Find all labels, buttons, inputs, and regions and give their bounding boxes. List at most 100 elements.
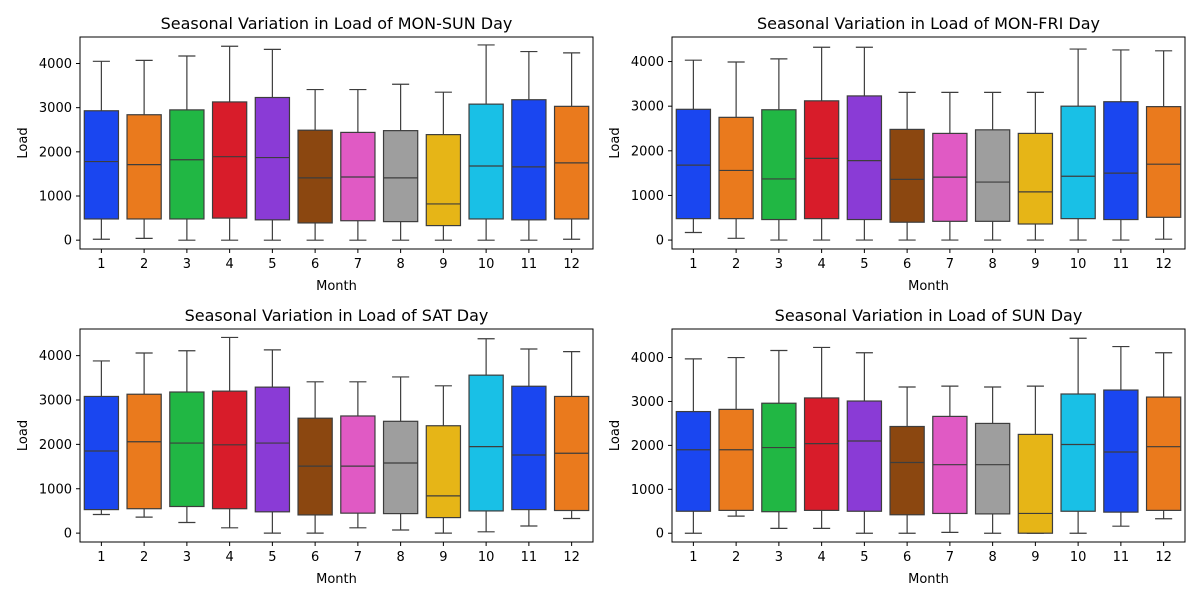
y-tick-label: 2000 xyxy=(39,145,72,160)
box-month xyxy=(425,425,462,519)
box-month xyxy=(468,103,504,220)
chart-panel: Seasonal Variation in Load of MON-FRI Da… xyxy=(608,14,1186,294)
x-axis-label: Month xyxy=(316,279,357,294)
x-tick-label: 9 xyxy=(439,550,447,565)
box-month xyxy=(803,397,840,511)
x-tick-label: 10 xyxy=(478,550,495,565)
box-month xyxy=(1017,433,1054,534)
box-month xyxy=(211,390,248,510)
box-month xyxy=(718,408,754,511)
x-tick-label: 5 xyxy=(860,550,868,565)
chart-panel: Seasonal Variation in Load of MON-SUN Da… xyxy=(16,14,594,294)
box-month xyxy=(254,386,291,513)
plot-frame xyxy=(671,36,1186,250)
y-tick-label: 4000 xyxy=(39,57,72,72)
box-month xyxy=(382,130,419,223)
box-month xyxy=(803,100,840,220)
x-tick-label: 1 xyxy=(97,550,105,565)
box-month xyxy=(889,425,925,516)
plot-frame xyxy=(79,328,594,543)
box-month xyxy=(718,116,754,220)
box-month xyxy=(425,134,462,227)
box-month xyxy=(974,129,1011,222)
x-tick-label: 7 xyxy=(946,550,954,565)
y-tick-label: 3000 xyxy=(39,101,72,116)
x-tick-label: 2 xyxy=(140,550,148,565)
x-tick-label: 7 xyxy=(354,257,362,272)
box-month xyxy=(254,96,291,221)
y-axis-label: Load xyxy=(16,127,31,158)
box-month xyxy=(675,410,712,512)
x-tick-label: 12 xyxy=(1155,550,1172,565)
x-tick-label: 3 xyxy=(183,257,191,272)
box-month xyxy=(846,95,883,221)
y-axis-label: Load xyxy=(16,420,31,451)
box-month xyxy=(468,374,504,512)
box-month xyxy=(974,422,1011,515)
x-tick-label: 11 xyxy=(521,550,538,565)
x-tick-label: 9 xyxy=(1031,550,1039,565)
box-month xyxy=(761,109,797,221)
box-month xyxy=(675,108,712,220)
x-tick-label: 2 xyxy=(732,550,740,565)
chart-panel: Seasonal Variation in Load of SUN Day Mon… xyxy=(608,306,1186,587)
x-tick-label: 11 xyxy=(521,257,538,272)
x-tick-label: 3 xyxy=(775,257,783,272)
box-month xyxy=(511,99,547,221)
box-month xyxy=(761,402,797,513)
box-month xyxy=(846,400,883,512)
x-axis-label: Month xyxy=(316,572,357,587)
box-month xyxy=(511,385,547,511)
x-tick-label: 3 xyxy=(183,550,191,565)
y-axis-label: Load xyxy=(608,420,623,451)
x-tick-label: 4 xyxy=(225,257,233,272)
box-month xyxy=(169,109,205,220)
y-tick-label: 1000 xyxy=(631,189,664,204)
x-tick-label: 9 xyxy=(439,257,447,272)
chart-title: Seasonal Variation in Load of SAT Day xyxy=(185,306,489,325)
box-month xyxy=(126,393,162,510)
y-tick-label: 0 xyxy=(656,527,664,542)
chart-panel: Seasonal Variation in Load of SAT Day Mon… xyxy=(16,306,594,587)
x-tick-label: 6 xyxy=(311,550,319,565)
box-month xyxy=(83,395,120,511)
box-month xyxy=(126,114,162,220)
y-tick-label: 4000 xyxy=(631,351,664,366)
x-tick-label: 1 xyxy=(97,257,105,272)
x-tick-label: 8 xyxy=(988,257,996,272)
x-tick-label: 7 xyxy=(354,550,362,565)
box-month xyxy=(297,129,333,224)
y-tick-label: 0 xyxy=(64,527,72,542)
chart-title: Seasonal Variation in Load of SUN Day xyxy=(775,306,1083,325)
box-month xyxy=(1103,389,1139,513)
box-month xyxy=(340,415,376,514)
x-tick-label: 5 xyxy=(860,257,868,272)
plot-frame xyxy=(671,328,1186,543)
x-tick-label: 10 xyxy=(478,257,495,272)
chart-title: Seasonal Variation in Load of MON-FRI Da… xyxy=(757,14,1100,33)
y-tick-label: 3000 xyxy=(39,394,72,409)
box-month xyxy=(382,420,419,515)
plot-frame xyxy=(79,36,594,250)
x-tick-label: 6 xyxy=(903,257,911,272)
box-month xyxy=(1145,106,1182,218)
x-tick-label: 7 xyxy=(946,257,954,272)
y-tick-label: 3000 xyxy=(631,100,664,115)
x-tick-label: 11 xyxy=(1113,550,1130,565)
box-month xyxy=(1017,132,1054,225)
y-tick-label: 2000 xyxy=(39,438,72,453)
x-tick-label: 4 xyxy=(225,550,233,565)
x-tick-label: 2 xyxy=(732,257,740,272)
y-tick-label: 4000 xyxy=(39,349,72,364)
x-tick-label: 10 xyxy=(1070,257,1087,272)
x-tick-label: 12 xyxy=(1155,257,1172,272)
y-tick-label: 0 xyxy=(64,234,72,249)
box-month xyxy=(83,110,120,220)
box-month xyxy=(1060,105,1096,220)
y-tick-label: 2000 xyxy=(631,439,664,454)
y-tick-label: 0 xyxy=(656,234,664,249)
x-tick-label: 4 xyxy=(817,550,825,565)
x-tick-label: 3 xyxy=(775,550,783,565)
x-tick-label: 2 xyxy=(140,257,148,272)
